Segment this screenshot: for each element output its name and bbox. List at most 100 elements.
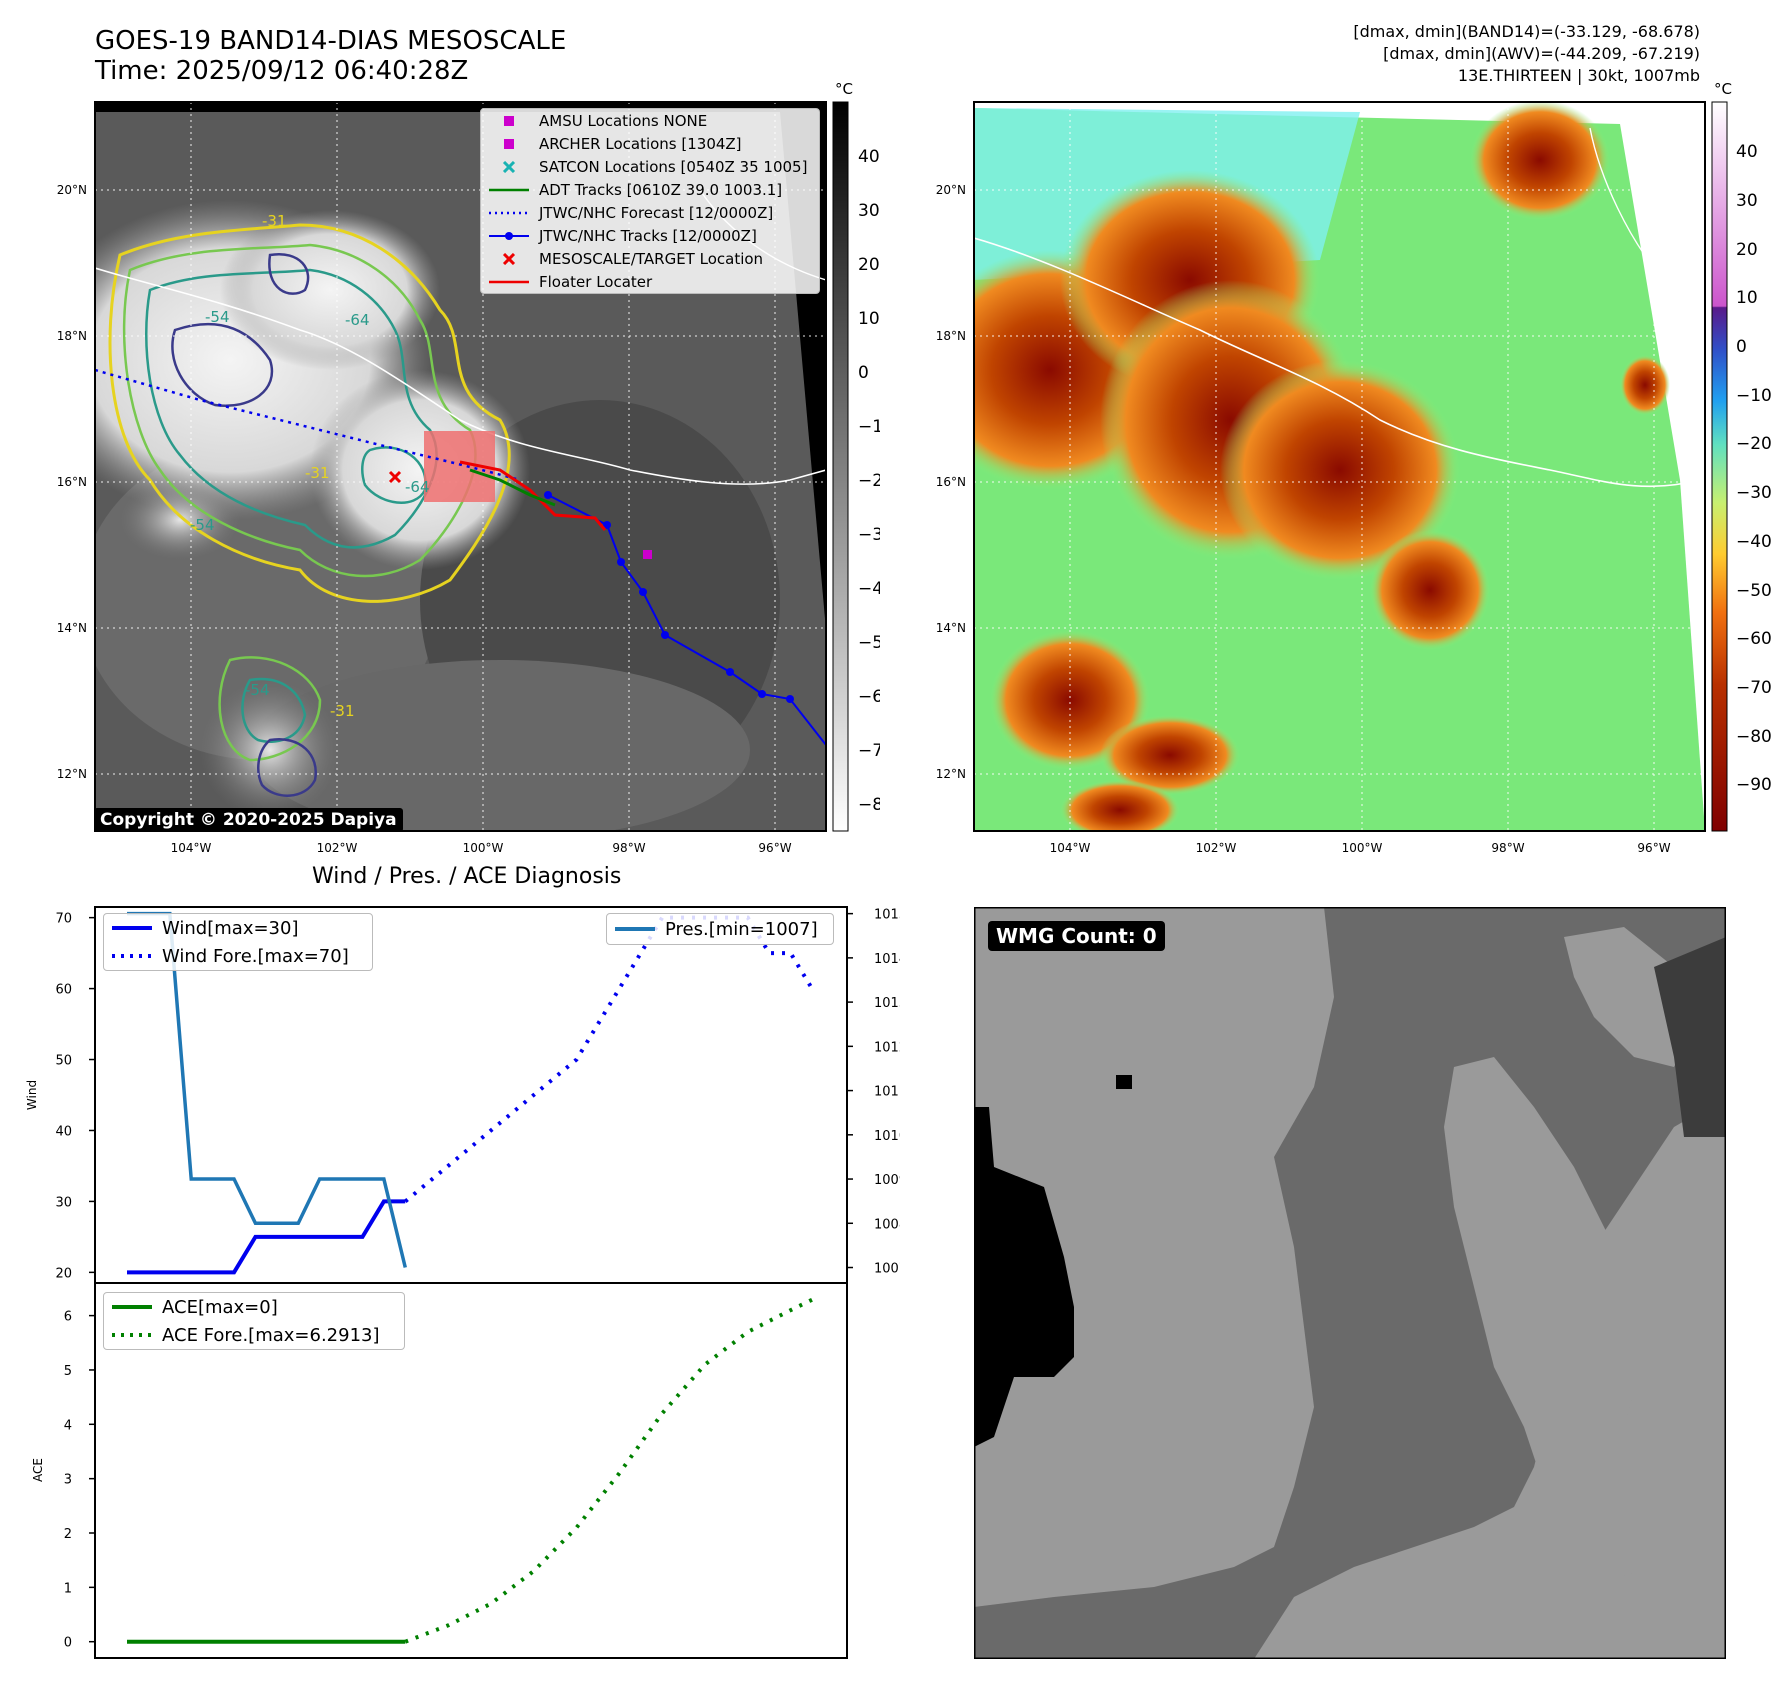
legend-ace-label: ACE[max=0] xyxy=(162,1296,278,1318)
legend-label: ADT Tracks [0610Z 39.0 1003.1] xyxy=(539,180,783,199)
y2-tick-label: 1009 xyxy=(874,1173,900,1188)
y2-tick-label: 1013 xyxy=(874,996,900,1011)
colorbar-unit: °C xyxy=(835,80,853,98)
colorbar-tick: 10 xyxy=(1736,288,1758,308)
colorbar-tick: −40 xyxy=(1736,532,1772,552)
legend-label: ARCHER Locations [1304Z] xyxy=(539,134,742,153)
series-line-1 xyxy=(404,915,814,1203)
y-tick-label: 50 xyxy=(55,1054,72,1069)
lat-label: 14°N xyxy=(57,621,87,635)
y-tick-label: 30 xyxy=(55,1195,72,1210)
colorbar-tick: −60 xyxy=(858,687,880,707)
colorbar-tick: −70 xyxy=(1736,678,1772,698)
lat-label: 16°N xyxy=(57,475,87,489)
colorbar-tick: −20 xyxy=(1736,434,1772,454)
ace-axis-label: ACE xyxy=(31,1458,45,1482)
contour-label: -31 xyxy=(262,212,287,230)
lon-label: 98°W xyxy=(612,841,645,855)
y-tick-label: 5 xyxy=(64,1364,72,1379)
colorbar-tick: −80 xyxy=(858,795,880,815)
legend-label: JTWC/NHC Tracks [12/0000Z] xyxy=(539,226,757,245)
diagnosis-title: Wind / Pres. / ACE Diagnosis xyxy=(312,864,622,889)
ace-legend: ACE[max=0] ACE Fore.[max=6.2913] xyxy=(103,1292,405,1350)
colorbar-tick: 30 xyxy=(1736,191,1758,211)
y-tick-label: 20 xyxy=(55,1266,72,1281)
colorbar-tick: −20 xyxy=(858,471,880,491)
colorbar-tick: −60 xyxy=(1736,629,1772,649)
lat-label: 16°N xyxy=(936,475,966,489)
colorbar-tick: 40 xyxy=(858,147,880,167)
main-title: GOES-19 BAND14-DIAS MESOSCALE xyxy=(95,26,567,56)
lon-label: 102°W xyxy=(1196,841,1237,855)
lon-label: 102°W xyxy=(317,841,358,855)
lon-label: 104°W xyxy=(171,841,212,855)
colorbar-tick: −70 xyxy=(858,741,880,761)
ace-series-line-1 xyxy=(404,1297,813,1644)
legend-item: MESOSCALE/TARGET Location xyxy=(481,247,819,270)
legend-item: AMSU Locations NONE xyxy=(481,109,819,132)
target-x-marker xyxy=(388,470,402,484)
colorbar-tick: 20 xyxy=(858,255,880,275)
legend-square-icon xyxy=(489,115,529,127)
y-axis-label: Wind xyxy=(25,1080,39,1110)
wind-pressure-chart: 2030405060701007100810091010101110121013… xyxy=(25,906,900,1659)
time-label: Time: 2025/09/12 06:40:28Z xyxy=(95,56,469,86)
contour-label: -54 xyxy=(245,681,270,699)
contour-label: -54 xyxy=(190,516,215,534)
lon-label: 98°W xyxy=(1491,841,1524,855)
legend-solid-line-icon xyxy=(112,1304,152,1310)
legend-item: SATCON Locations [0540Z 35 1005] xyxy=(481,155,819,178)
adt-track-line xyxy=(469,468,556,507)
y2-tick-label: 1008 xyxy=(874,1217,900,1232)
pressure-legend: Pres.[min=1007] xyxy=(606,913,834,945)
legend-dotted-line-icon xyxy=(112,953,152,959)
lat-label: 12°N xyxy=(57,767,87,781)
y2-tick-label: 1007 xyxy=(874,1262,900,1277)
colorbar-tick: 0 xyxy=(1736,337,1747,357)
awv-map-panel: 20°N 18°N 16°N 14°N 12°N 104°W 102°W 100… xyxy=(936,80,1772,855)
lon-label: 100°W xyxy=(463,841,504,855)
legend-line-icon xyxy=(489,187,529,193)
legend-wind-forecast-label: Wind Fore.[max=70] xyxy=(162,945,349,967)
wmg-count-badge: WMG Count: 0 xyxy=(988,921,1165,951)
legend-x-icon xyxy=(489,160,529,173)
wind-legend: Wind[max=30] Wind Fore.[max=70] xyxy=(103,913,373,971)
colorbar-tick: −30 xyxy=(1736,483,1772,503)
y-tick-label: 2 xyxy=(64,1527,72,1542)
legend-label: SATCON Locations [0540Z 35 1005] xyxy=(539,157,808,176)
contour-label: -54 xyxy=(205,308,230,326)
lon-label: 96°W xyxy=(1637,841,1670,855)
legend-item: Floater Locater xyxy=(481,270,819,293)
legend-line-icon xyxy=(489,279,529,285)
colorbar-tick: −40 xyxy=(858,579,880,599)
copyright-label: Copyright © 2020-2025 Dapiya xyxy=(94,808,403,832)
legend-label: AMSU Locations NONE xyxy=(539,111,708,130)
colorbar-tick: 0 xyxy=(858,363,869,383)
colorbar-tick: −80 xyxy=(1736,727,1772,747)
lon-label: 104°W xyxy=(1050,841,1091,855)
colorbar-tick: −10 xyxy=(1736,386,1772,406)
lat-label: 20°N xyxy=(57,183,87,197)
legend-item: JTWC/NHC Tracks [12/0000Z] xyxy=(481,224,819,247)
y2-tick-label: 1015 xyxy=(874,908,900,923)
dmax-awv-label: [dmax, dmin](AWV)=(-44.209, -67.219) xyxy=(1383,44,1700,63)
legend-label: JTWC/NHC Forecast [12/0000Z] xyxy=(539,203,774,222)
colorbar-tick: 10 xyxy=(858,309,880,329)
colorbar-tick: −30 xyxy=(858,525,880,545)
legend-item: ADT Tracks [0610Z 39.0 1003.1] xyxy=(481,178,819,201)
lon-label: 96°W xyxy=(758,841,791,855)
y-tick-label: 40 xyxy=(55,1124,72,1139)
contour-label: -64 xyxy=(345,311,370,329)
contour-label: -31 xyxy=(330,702,355,720)
ir-colorbar xyxy=(832,101,849,832)
colorbar-tick: 30 xyxy=(858,201,880,221)
legend-item: ARCHER Locations [1304Z] xyxy=(481,132,819,155)
legend-label: Floater Locater xyxy=(539,272,653,291)
legend-x-icon xyxy=(489,252,529,265)
storm-info-label: 13E.THIRTEEN | 30kt, 1007mb xyxy=(1457,66,1700,85)
legend-wind-label: Wind[max=30] xyxy=(162,917,299,939)
legend-label: MESOSCALE/TARGET Location xyxy=(539,249,764,268)
awv-colorbar xyxy=(1711,101,1728,832)
colorbar-tick: −50 xyxy=(858,633,880,653)
